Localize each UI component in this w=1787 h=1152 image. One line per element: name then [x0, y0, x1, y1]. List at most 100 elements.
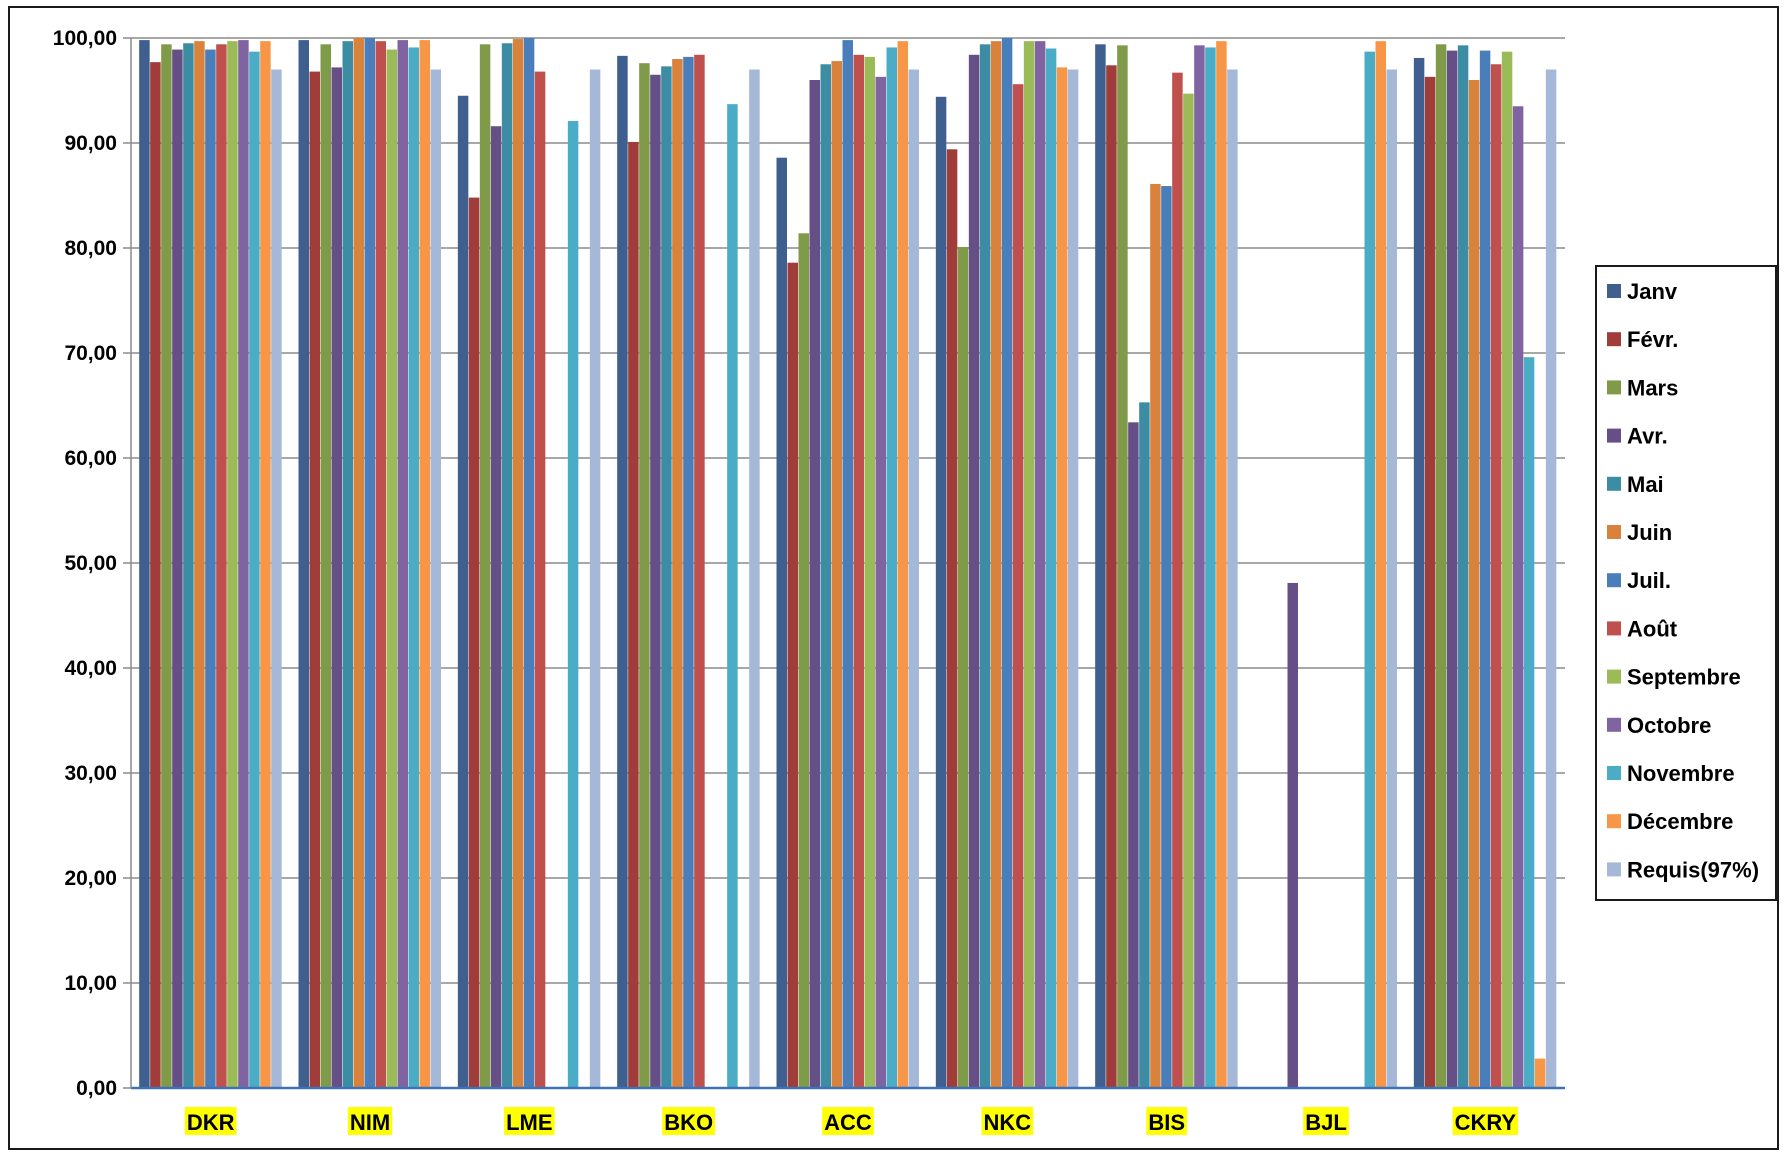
x-category-label: LME: [504, 1107, 555, 1135]
bar: [935, 96, 947, 1089]
bar: [798, 233, 809, 1089]
bar: [1106, 65, 1117, 1089]
bar: [183, 43, 194, 1088]
legend-swatch: [1607, 573, 1621, 588]
bar: [886, 47, 897, 1089]
legend-entry: Septembre: [1607, 665, 1741, 690]
legend-label: Avr.: [1627, 424, 1668, 449]
y-tick-label: 50,00: [64, 552, 117, 575]
legend: Janv Févr. Mars Avr. Mai Juin Juil. Août Septemb…: [1595, 265, 1777, 901]
bar: [1023, 41, 1035, 1088]
bar: [820, 64, 831, 1088]
bar: [875, 76, 886, 1089]
legend-label: Décembre: [1627, 809, 1733, 834]
bar: [842, 40, 853, 1089]
x-category-label: DKR: [184, 1107, 237, 1135]
legend-label: Juil.: [1627, 568, 1671, 593]
bars: [139, 38, 1557, 1089]
legend-box: [1595, 265, 1777, 901]
bar: [1435, 44, 1447, 1088]
legend-entry: Octobre: [1607, 713, 1711, 738]
y-tick-label: 0,00: [76, 1077, 117, 1100]
bar: [672, 59, 683, 1088]
bar: [749, 69, 760, 1088]
bar: [320, 44, 331, 1088]
bar: [1534, 1058, 1546, 1088]
bar: [534, 71, 546, 1089]
bar: [864, 56, 875, 1088]
bar: [727, 104, 738, 1088]
bar: [1364, 51, 1375, 1088]
bar: [1183, 93, 1194, 1088]
x-category-label-text: NIM: [350, 1110, 390, 1135]
bar: [957, 246, 969, 1088]
y-axis-tick-labels: 0,00 10,00 20,00 30,00 40,00 50,00 60,00 70,00 8…: [53, 27, 117, 1100]
y-tick-label: 40,00: [64, 657, 117, 680]
bar: [194, 41, 205, 1088]
x-category-label-highlight: [1146, 1107, 1188, 1135]
bar: [375, 41, 386, 1088]
legend-label: Mars: [1627, 375, 1678, 400]
legend-swatch: [1607, 621, 1621, 636]
legend-swatch: [1607, 476, 1621, 491]
bar: [353, 38, 364, 1088]
bar: [468, 197, 480, 1089]
bar: [1424, 76, 1436, 1089]
bar: [853, 54, 864, 1088]
y-tick-label: 80,00: [64, 237, 117, 260]
y-tick-label: 100,00: [53, 27, 117, 50]
legend-entry: Mai: [1607, 472, 1664, 497]
bar: [1227, 69, 1238, 1088]
bar: [1386, 69, 1397, 1088]
x-category-label-text: ACC: [824, 1110, 872, 1135]
legend-entry: Août: [1607, 616, 1678, 641]
bar: [238, 40, 249, 1089]
bar: [331, 67, 342, 1088]
x-category-label-highlight: [1452, 1107, 1519, 1135]
bar: [1001, 38, 1013, 1088]
bar: [227, 41, 238, 1088]
bar: [298, 40, 309, 1089]
bar: [1012, 84, 1024, 1088]
x-category-label-text: DKR: [187, 1110, 235, 1135]
bar: [161, 44, 172, 1088]
bar: [1095, 44, 1106, 1088]
bar: [628, 141, 639, 1088]
legend-swatch: [1607, 332, 1621, 347]
bar: [172, 49, 183, 1088]
legend-entry: Févr.: [1607, 327, 1678, 352]
bar: [567, 120, 579, 1088]
bar: [479, 44, 491, 1088]
bar: [260, 41, 271, 1088]
bar: [1446, 50, 1458, 1089]
bar: [1161, 186, 1172, 1089]
bar: [1139, 402, 1150, 1089]
bar: [1490, 64, 1502, 1088]
bar: [1172, 72, 1183, 1088]
legend-entry: Novembre: [1607, 761, 1735, 786]
legend-entry: Juin: [1607, 520, 1672, 545]
x-category-label-highlight: [347, 1107, 393, 1135]
bar: [776, 157, 787, 1088]
x-axis-category-labels: DKR NIM LME BKO ACC NKC BIS BJL CKRY: [184, 1107, 1519, 1135]
bar: [694, 54, 705, 1088]
y-tick-label: 10,00: [64, 972, 117, 995]
bar: [1287, 582, 1298, 1088]
bar: [1067, 69, 1079, 1088]
x-category-label-text: BJL: [1305, 1110, 1347, 1135]
legend-label: Requis(97%): [1627, 857, 1759, 882]
x-category-label-highlight: [1303, 1107, 1349, 1135]
bar: [617, 55, 628, 1089]
bar: [150, 62, 161, 1088]
bar-chart: 0,00 10,00 20,00 30,00 40,00 50,00 60,00 70,00 8…: [53, 27, 1777, 1135]
bar: [397, 40, 408, 1089]
bar: [1545, 69, 1557, 1088]
bar: [1523, 357, 1535, 1088]
bar: [501, 43, 513, 1088]
chart-frame: 0,00 10,00 20,00 30,00 40,00 50,00 60,00 70,00 8…: [8, 6, 1779, 1150]
legend-label: Juin: [1627, 520, 1672, 545]
bar: [139, 40, 150, 1089]
legend-swatch: [1607, 862, 1621, 877]
x-category-label-highlight: [184, 1107, 237, 1135]
legend-label: Mai: [1627, 472, 1664, 497]
